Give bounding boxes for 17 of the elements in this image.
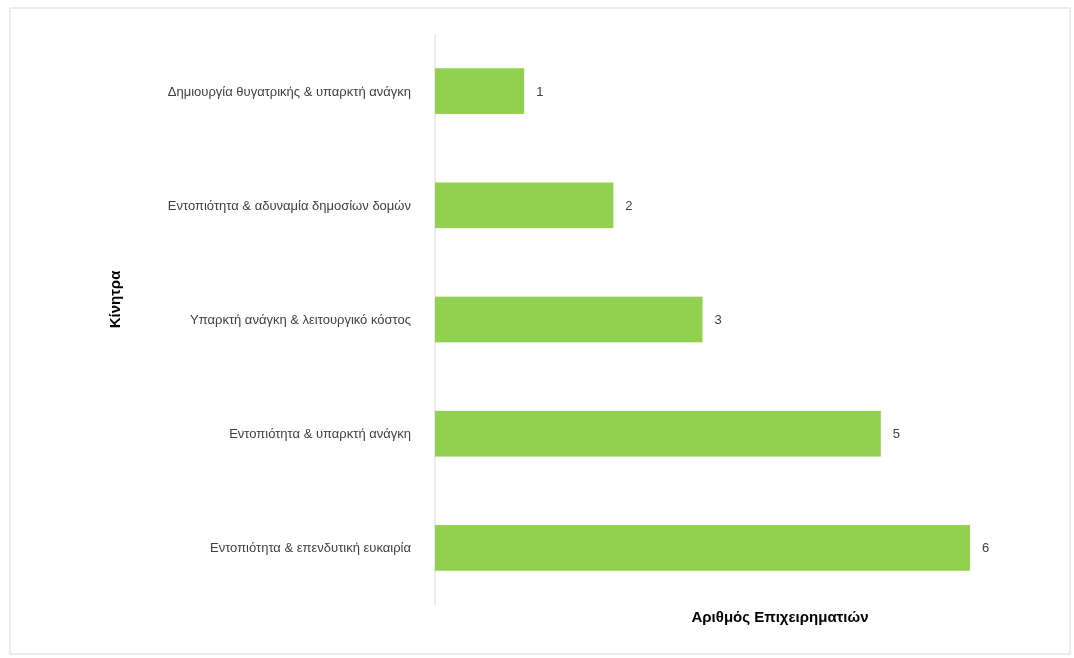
data-label: 3 <box>714 312 722 328</box>
data-label: 5 <box>892 426 901 442</box>
data-label: 2 <box>625 197 633 213</box>
bar <box>435 296 703 343</box>
bar <box>435 182 614 229</box>
bar <box>435 525 970 571</box>
bar <box>435 68 525 114</box>
y-tick-label: Εντοπιότητα & αδυναμία δημοσίων δομών <box>167 197 411 213</box>
data-label: 1 <box>536 83 544 99</box>
x-axis-title: Αριθμός Επιχειρηματιών <box>691 608 869 625</box>
y-tick-label: Εντοπιότητα & επενδυτική ευκαιρία <box>209 540 412 556</box>
bar <box>435 410 881 457</box>
y-axis-title: Κίνητρα <box>106 269 123 329</box>
y-tick-label: Εντοπιότητα & υπαρκτή ανάγκη <box>229 426 411 442</box>
y-tick-label: Δημιουργία θυγατρικής & υπαρκτή ανάγκη <box>167 83 411 99</box>
data-label: 6 <box>982 540 990 556</box>
y-tick-label: Υπαρκτή ανάγκη & λειτουργικό κόστος <box>190 312 411 328</box>
